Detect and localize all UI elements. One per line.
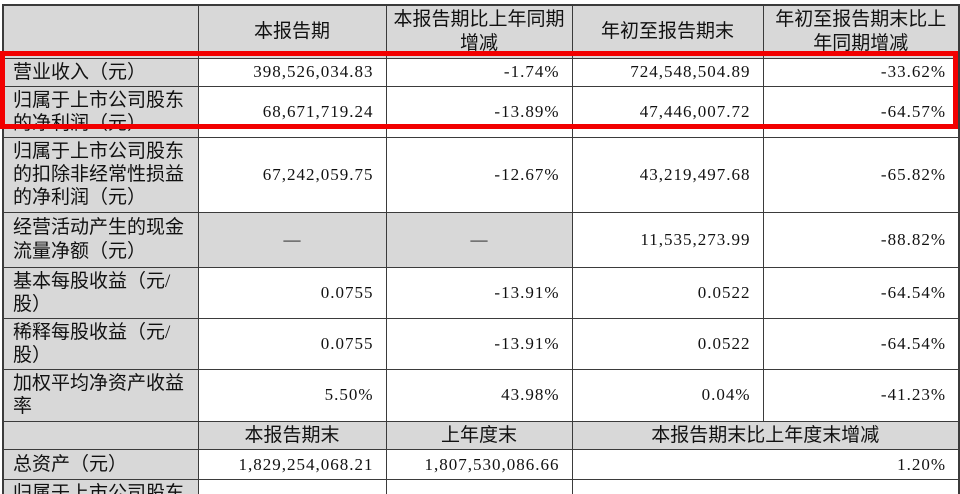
header-corner-cell	[2, 4, 199, 59]
value-ytd-change: -64.54%	[762, 317, 960, 371]
value-ytd-change: -65.82%	[762, 137, 960, 213]
row-label: 归属于上市公司股东的所有者权益（元）	[2, 479, 199, 494]
value-current: 0.0755	[197, 317, 387, 371]
value-current: 5.50%	[197, 369, 387, 422]
value-ytd: 0.0522	[571, 317, 764, 371]
row-label: 基本每股收益（元/股）	[2, 266, 199, 319]
value-ytd-change: -88.82%	[762, 211, 960, 268]
value-ytd-change: -33.62%	[762, 57, 960, 87]
table-row-net-profit-excl-nonrecurring: 归属于上市公司股东的扣除非经常性损益的净利润（元） 67,242,059.75 …	[2, 137, 960, 213]
value-ytd-change: -64.54%	[762, 266, 960, 319]
value-ytd-change: -64.57%	[762, 85, 960, 139]
table-row-operating-cash-flow: 经营活动产生的现金流量净额（元） — — 11,535,273.99 -88.8…	[2, 211, 960, 268]
header-ytd-change: 年初至报告期末比上年同期增减	[762, 4, 960, 59]
value-period-end: 1,829,254,068.21	[197, 449, 387, 481]
header-ytd: 年初至报告期末	[571, 4, 764, 59]
row-label: 归属于上市公司股东的净利润（元）	[2, 85, 199, 139]
value-ytd: 724,548,504.89	[571, 57, 764, 87]
value-period-end-change: 1.20%	[571, 449, 960, 481]
header-row-top: 本报告期 本报告期比上年同期增减 年初至报告期末 年初至报告期末比上年同期增减	[2, 4, 960, 59]
value-prior-year-end: 1,807,530,086.66	[385, 449, 573, 481]
value-ytd: 47,446,007.72	[571, 85, 764, 139]
table-row-net-profit: 归属于上市公司股东的净利润（元） 68,671,719.24 -13.89% 4…	[2, 85, 960, 139]
value-ytd: 0.04%	[571, 369, 764, 422]
header-row-bottom: 本报告期末 上年度末 本报告期末比上年度末增减	[2, 420, 960, 451]
value-current-change: -13.91%	[385, 266, 573, 319]
value-prior-year-end: 1,212,027,398.08	[385, 479, 573, 494]
header-period-end-change: 本报告期末比上年度末增减	[571, 420, 960, 451]
financial-summary-table: 本报告期 本报告期比上年同期增减 年初至报告期末 年初至报告期末比上年同期增减 …	[2, 4, 960, 494]
row-label: 稀释每股收益（元/股）	[2, 317, 199, 371]
value-current: 0.0755	[197, 266, 387, 319]
value-ytd: 11,535,273.99	[571, 211, 764, 268]
value-current-empty: —	[197, 211, 387, 268]
row-label: 加权平均净资产收益率	[2, 369, 199, 422]
header-prior-year-end: 上年度末	[385, 420, 573, 451]
value-current-change: -1.74%	[385, 57, 573, 87]
value-current-change: 43.98%	[385, 369, 573, 422]
header-current-period: 本报告期	[197, 4, 387, 59]
table-row-weighted-avg-roe: 加权平均净资产收益率 5.50% 43.98% 0.04% -41.23%	[2, 369, 960, 422]
table-row-diluted-eps: 稀释每股收益（元/股） 0.0755 -13.91% 0.0522 -64.54…	[2, 317, 960, 371]
row-label: 归属于上市公司股东的扣除非经常性损益的净利润（元）	[2, 137, 199, 213]
header-current-period-change: 本报告期比上年同期增减	[385, 4, 573, 59]
value-period-end-change: 4.30%	[571, 479, 960, 494]
row-label: 营业收入（元）	[2, 57, 199, 87]
table-row-revenue: 营业收入（元） 398,526,034.83 -1.74% 724,548,50…	[2, 57, 960, 87]
value-current: 398,526,034.83	[197, 57, 387, 87]
table-row-owners-equity: 归属于上市公司股东的所有者权益（元） 1,264,109,880.59 1,21…	[2, 479, 960, 494]
value-current: 67,242,059.75	[197, 137, 387, 213]
row-label: 经营活动产生的现金流量净额（元）	[2, 211, 199, 268]
table-row-total-assets: 总资产（元） 1,829,254,068.21 1,807,530,086.66…	[2, 449, 960, 481]
value-current-change: -12.67%	[385, 137, 573, 213]
row-label: 总资产（元）	[2, 449, 199, 481]
value-current-change-empty: —	[385, 211, 573, 268]
value-ytd: 43,219,497.68	[571, 137, 764, 213]
header-period-end: 本报告期末	[197, 420, 387, 451]
value-current-change: -13.91%	[385, 317, 573, 371]
value-current: 68,671,719.24	[197, 85, 387, 139]
value-ytd: 0.0522	[571, 266, 764, 319]
table-row-basic-eps: 基本每股收益（元/股） 0.0755 -13.91% 0.0522 -64.54…	[2, 266, 960, 319]
value-period-end: 1,264,109,880.59	[197, 479, 387, 494]
value-current-change: -13.89%	[385, 85, 573, 139]
header-corner-cell-bottom	[2, 420, 199, 451]
value-ytd-change: -41.23%	[762, 369, 960, 422]
